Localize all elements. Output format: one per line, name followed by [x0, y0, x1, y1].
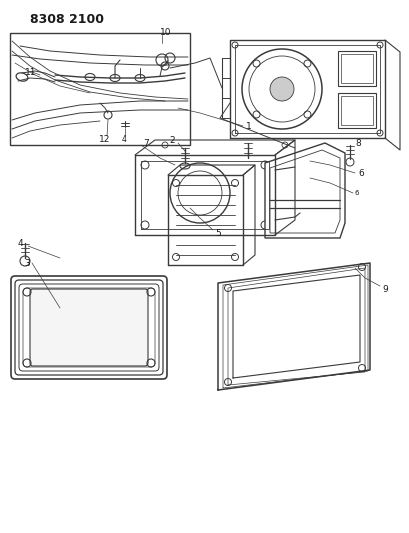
Text: 8308 2100: 8308 2100	[30, 13, 104, 26]
Bar	[10, 33, 189, 145]
Text: 11: 11	[25, 68, 36, 77]
Text: 3: 3	[24, 259, 30, 268]
Text: 1: 1	[245, 122, 251, 131]
Bar	[337, 51, 375, 86]
Text: 4: 4	[122, 134, 126, 143]
Text: 5: 5	[214, 229, 220, 238]
Text: 2: 2	[169, 135, 175, 144]
Circle shape	[270, 77, 293, 101]
Bar	[340, 96, 372, 125]
Bar	[337, 93, 375, 128]
Text: 10: 10	[160, 28, 171, 36]
Text: 7: 7	[143, 139, 148, 148]
Text: 4: 4	[18, 238, 24, 247]
Text: 8: 8	[354, 139, 360, 148]
Text: 6: 6	[354, 190, 359, 196]
Polygon shape	[264, 143, 344, 238]
Bar	[340, 54, 372, 83]
Text: 12: 12	[99, 134, 110, 143]
Text: 9: 9	[381, 285, 387, 294]
FancyBboxPatch shape	[30, 289, 148, 366]
Text: 6: 6	[357, 168, 363, 177]
